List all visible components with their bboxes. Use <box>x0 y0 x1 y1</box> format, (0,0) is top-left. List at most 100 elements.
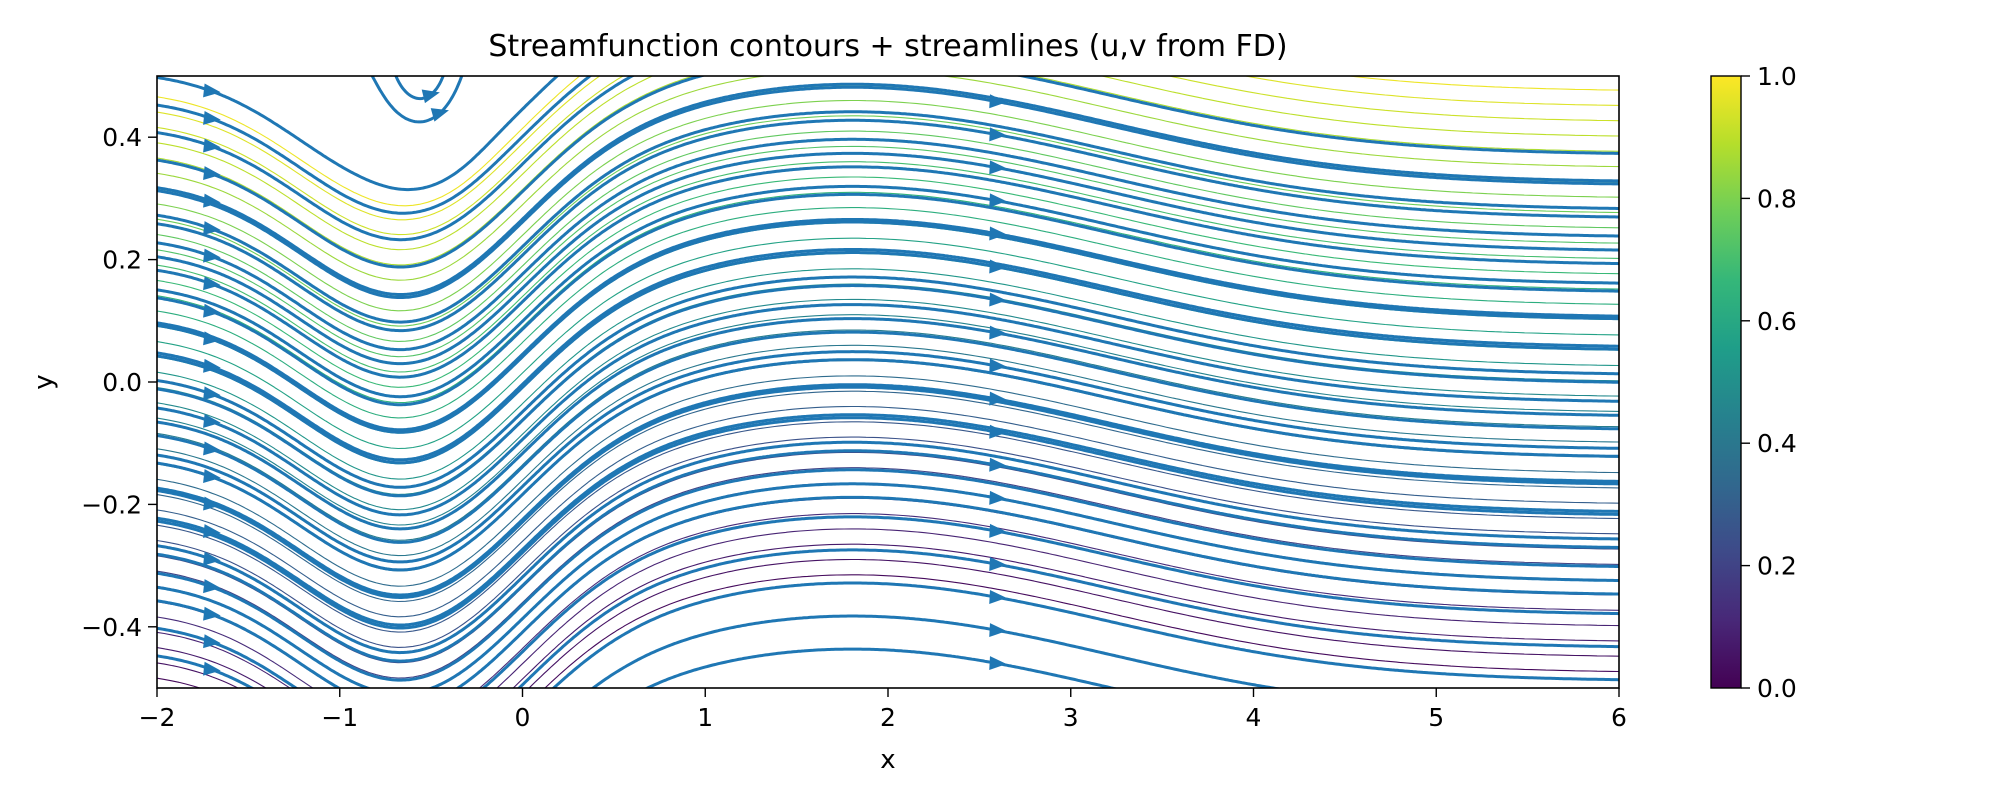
contour-lines <box>157 76 1619 688</box>
colorbar-tick-label: 0.8 <box>1757 184 1797 213</box>
streamline <box>157 76 636 242</box>
y-axis-label: y <box>29 374 59 389</box>
contour-line <box>157 207 1619 419</box>
streamline <box>157 440 1619 655</box>
streamline-arrow <box>203 303 221 318</box>
streamline <box>157 303 1619 517</box>
contour-line <box>157 513 1619 688</box>
contour-line <box>157 314 1619 526</box>
streamline <box>157 626 299 688</box>
streamline <box>644 647 1119 688</box>
streamline <box>157 82 1619 296</box>
streamline-arrow <box>989 523 1007 538</box>
streamline <box>157 383 1619 597</box>
contour-line <box>157 99 1619 312</box>
contour-line <box>157 436 1619 648</box>
x-tick-label: 2 <box>880 703 896 732</box>
contour-line <box>157 76 1619 236</box>
contour-line <box>157 76 1619 266</box>
streamline <box>157 118 1619 333</box>
streamline <box>157 218 1619 432</box>
streamline <box>157 85 1619 299</box>
x-tick-label: 1 <box>697 703 713 732</box>
streamline <box>590 614 1283 688</box>
streamline-arrow <box>203 248 221 263</box>
streamline-arrow <box>421 89 440 104</box>
contour-line <box>157 421 1619 633</box>
streamline <box>157 482 1619 688</box>
streamline <box>517 548 1619 688</box>
streamline-arrow <box>989 193 1007 208</box>
contour-line <box>157 558 1619 688</box>
streamline-arrow <box>203 606 221 621</box>
colorbar-tick-label: 0.6 <box>1757 307 1797 336</box>
streamline <box>157 330 1619 544</box>
y-tick-label: −0.2 <box>81 490 142 519</box>
streamline-arrow <box>203 276 221 291</box>
contour-line <box>157 145 1619 358</box>
contour-line <box>157 115 1619 327</box>
streamline <box>157 495 1619 688</box>
streamline-arrow <box>989 226 1007 241</box>
y-tick-label: −0.4 <box>81 613 142 642</box>
contour-line <box>157 329 1619 541</box>
streamline-arrow <box>203 221 221 236</box>
chart-title: Streamfunction contours + streamlines (u… <box>488 29 1287 64</box>
contour-line <box>157 528 1619 688</box>
contour-line <box>157 130 1619 342</box>
streamline <box>157 220 1619 434</box>
streamline <box>481 515 1619 688</box>
streamline-arrow <box>989 292 1007 307</box>
streamline <box>157 151 1619 366</box>
streamline <box>157 110 1619 324</box>
contour-line <box>157 543 1619 688</box>
x-tick-label: −1 <box>321 703 358 732</box>
contour-line <box>157 191 1619 404</box>
streamline-arrow <box>989 160 1007 175</box>
streamline-arrow <box>203 469 221 483</box>
x-axis-label: x <box>880 745 895 775</box>
colorbar-axis: 0.0 0.2 0.4 0.6 0.8 1.0 <box>1741 62 1797 703</box>
streamline <box>370 76 464 124</box>
streamline <box>157 284 1619 498</box>
x-tick-label: −2 <box>139 703 176 732</box>
streamline <box>157 413 1619 627</box>
streamline <box>551 581 1619 688</box>
streamline <box>157 317 1619 531</box>
streamline <box>157 468 1619 682</box>
streamline-arrow <box>989 325 1007 340</box>
y-axis: −0.4 −0.2 0.0 0.2 0.4 <box>81 123 157 642</box>
contour-line <box>157 344 1619 557</box>
y-tick-label: 0.2 <box>102 246 142 275</box>
streamline-arrow <box>203 551 221 566</box>
streamline-arrow <box>989 259 1007 274</box>
streamline <box>157 350 1619 564</box>
x-tick-label: 6 <box>1611 703 1627 732</box>
contour-line <box>157 237 1619 450</box>
contour-line <box>157 405 1619 618</box>
colorbar-tick-label: 0.0 <box>1757 674 1797 703</box>
streamline-arrow <box>203 83 221 98</box>
contour-line <box>157 298 1619 511</box>
streamline-arrow <box>203 138 221 153</box>
streamline <box>157 251 1619 465</box>
streamline-arrow <box>203 441 221 456</box>
streamline <box>157 416 1619 630</box>
streamline-arrow <box>989 490 1007 505</box>
streamline <box>157 184 1619 399</box>
y-tick-label: 0.4 <box>102 123 142 152</box>
streamline-arrow <box>989 623 1007 638</box>
colorbar-tick-label: 1.0 <box>1757 62 1797 91</box>
streamline-arrow <box>989 424 1007 439</box>
streamline-arrow <box>989 94 1007 109</box>
colorbar <box>1710 75 1742 689</box>
streamline-arrow <box>203 634 221 649</box>
streamline-arrow <box>989 556 1007 571</box>
streamline-arrow <box>203 386 221 401</box>
streamline <box>394 76 445 101</box>
streamline-arrow <box>989 358 1007 373</box>
colorbar-tick-label: 0.2 <box>1757 552 1797 581</box>
streamline <box>157 192 1619 407</box>
contour-line <box>157 176 1619 388</box>
